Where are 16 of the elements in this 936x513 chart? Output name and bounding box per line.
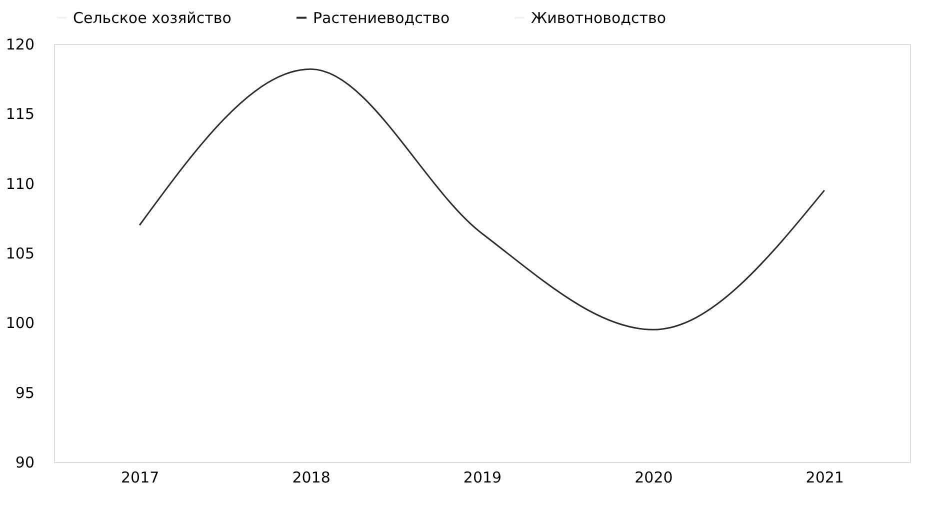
- y-tick-label: 120: [6, 36, 34, 54]
- y-tick-label: 100: [6, 314, 34, 332]
- legend-label: Сельское хозяйство: [73, 8, 232, 27]
- y-tick-label: 115: [6, 105, 34, 124]
- legend-label: Животноводство: [531, 8, 666, 27]
- y-tick-label: 95: [15, 384, 34, 402]
- y-tick-label: 90: [15, 454, 34, 472]
- x-tick-label: 2019: [463, 468, 502, 486]
- x-tick-label: 2020: [634, 468, 673, 486]
- line-series: [138, 68, 826, 330]
- x-tick-label: 2018: [292, 468, 330, 486]
- x-tick-label: 2017: [121, 468, 160, 486]
- legend-label: Растениеводство: [313, 8, 450, 27]
- x-tick-label: 2021: [806, 468, 844, 486]
- y-tick-label: 105: [6, 244, 34, 262]
- y-tick-label: 110: [6, 174, 34, 193]
